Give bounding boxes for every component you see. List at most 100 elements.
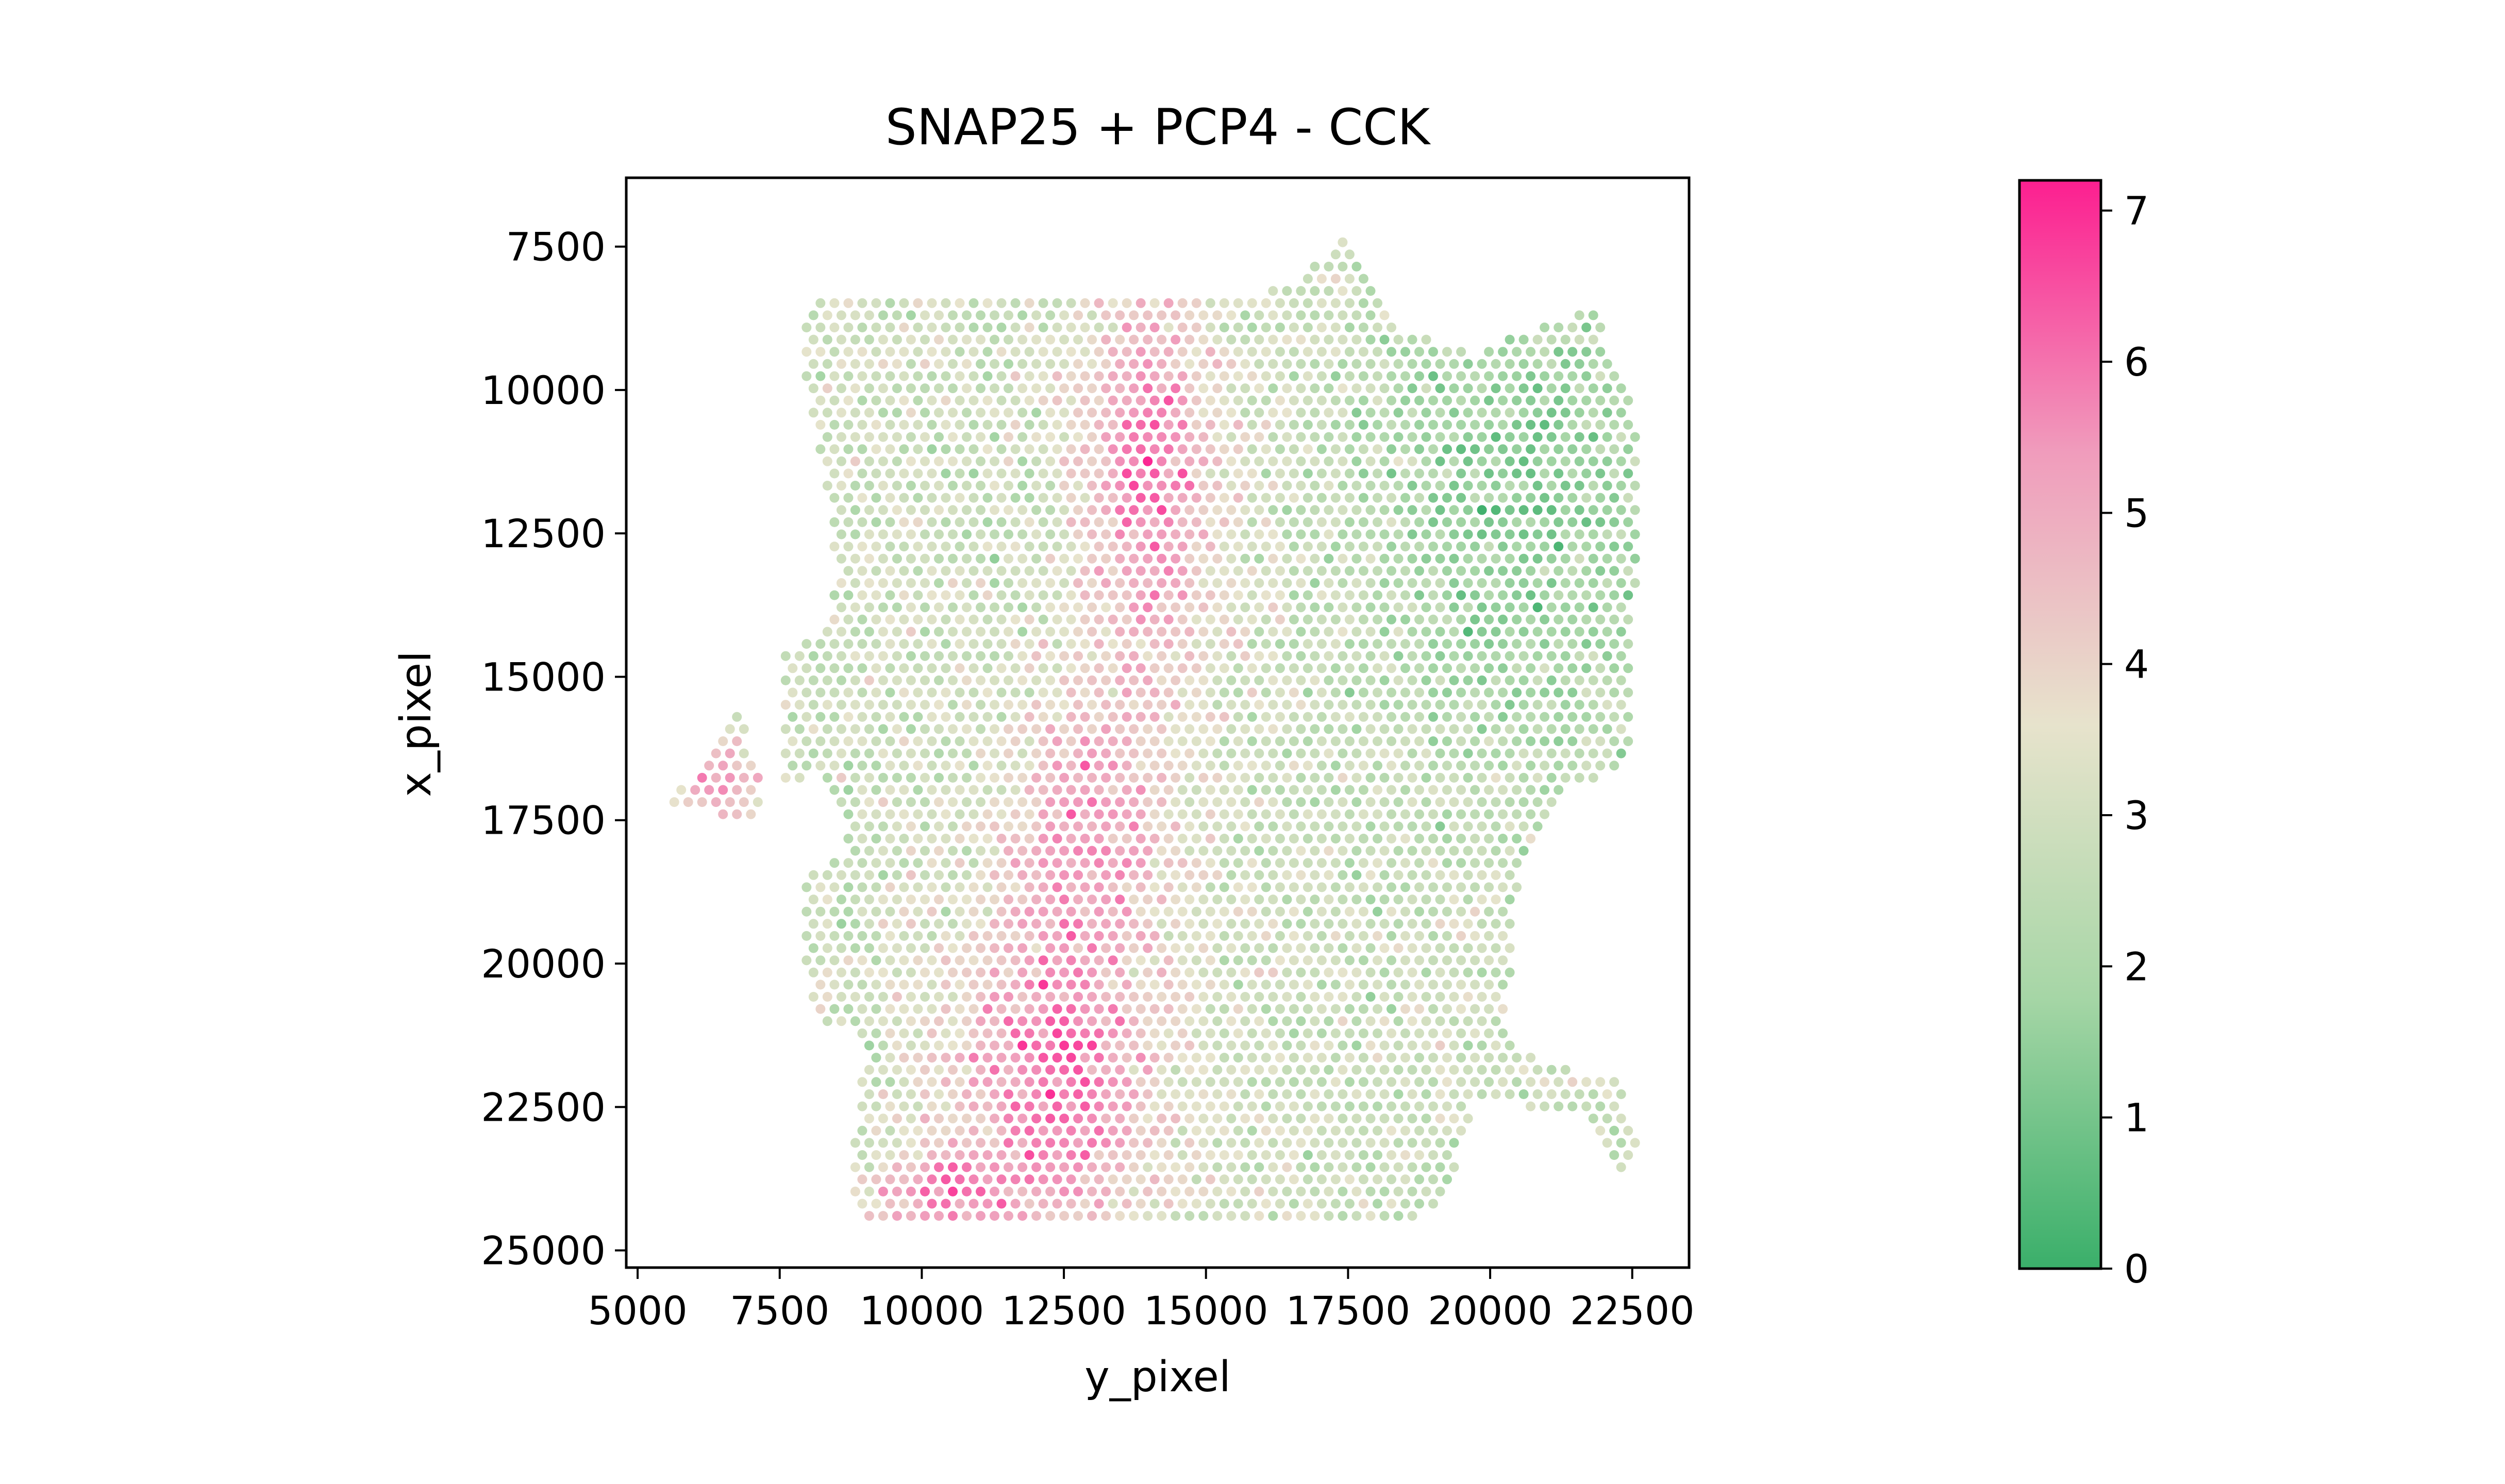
spot — [1393, 1114, 1404, 1124]
spot — [1498, 566, 1508, 576]
spot — [1080, 395, 1090, 406]
spot — [836, 408, 846, 418]
spot — [1122, 614, 1132, 625]
spot — [1365, 602, 1376, 613]
spot — [1143, 846, 1153, 856]
spot — [1212, 895, 1223, 905]
spot — [1031, 359, 1042, 369]
spot — [1470, 1004, 1480, 1014]
spot — [982, 1174, 993, 1185]
spot — [1477, 846, 1487, 856]
spot — [968, 517, 979, 527]
spot — [1045, 821, 1056, 832]
spot — [1393, 1016, 1404, 1026]
spot — [815, 323, 826, 332]
spot — [1365, 1065, 1376, 1075]
spot — [1330, 419, 1341, 430]
spot — [1157, 602, 1167, 613]
spot — [1219, 736, 1229, 746]
spot — [1365, 505, 1376, 515]
spot — [850, 943, 860, 953]
spot — [1449, 383, 1459, 394]
spot — [1066, 444, 1076, 454]
spot — [1275, 687, 1285, 698]
spot — [1546, 627, 1557, 637]
spot — [948, 578, 958, 588]
spot — [1330, 590, 1341, 600]
spot — [1149, 493, 1160, 503]
spot — [1365, 724, 1376, 734]
spot — [850, 748, 860, 758]
spot — [1365, 992, 1376, 1002]
spot — [1435, 481, 1445, 491]
spot — [968, 566, 979, 576]
spot — [1080, 517, 1090, 527]
spot — [996, 955, 1007, 966]
spot — [1122, 419, 1132, 430]
spot — [1149, 809, 1160, 819]
spot — [1387, 1077, 1396, 1087]
spot — [1602, 700, 1612, 710]
spot — [1414, 1125, 1424, 1136]
spot — [962, 1211, 972, 1221]
spot — [996, 347, 1007, 357]
spot — [1330, 1028, 1341, 1038]
spot — [829, 590, 840, 600]
spot — [871, 1101, 881, 1111]
spot — [1017, 334, 1028, 345]
spot — [1588, 578, 1598, 588]
spot — [1094, 1125, 1104, 1136]
spot — [1024, 566, 1034, 576]
spot — [1268, 1016, 1278, 1026]
spot — [1282, 772, 1292, 783]
spot — [1080, 371, 1090, 381]
spot — [1302, 542, 1313, 552]
spot — [1435, 724, 1445, 734]
spot — [1470, 1077, 1480, 1087]
spot — [1122, 1199, 1132, 1209]
spot — [1463, 870, 1473, 880]
spot — [927, 1174, 937, 1185]
spot — [1066, 1150, 1076, 1160]
spot — [850, 1016, 860, 1026]
spot — [1212, 797, 1223, 807]
spot — [1330, 1125, 1341, 1136]
spot — [962, 700, 972, 710]
spot — [976, 675, 986, 685]
spot — [996, 834, 1007, 844]
spot — [955, 1150, 965, 1160]
spot — [1358, 639, 1368, 649]
spot — [1205, 468, 1215, 479]
spot — [1540, 761, 1550, 771]
spot — [1024, 858, 1034, 868]
spot — [1073, 505, 1083, 515]
spot — [1449, 481, 1459, 491]
spot — [1024, 931, 1034, 941]
spot — [1518, 651, 1529, 661]
spot — [1595, 517, 1606, 527]
spot — [899, 663, 909, 673]
spot — [1616, 505, 1626, 515]
spot — [1387, 1125, 1396, 1136]
spot — [1073, 870, 1083, 880]
spot — [1567, 590, 1578, 600]
spot — [1609, 1125, 1619, 1136]
spot — [1498, 1028, 1508, 1038]
spot — [1017, 553, 1028, 564]
spot — [1540, 1077, 1550, 1087]
spot — [1540, 347, 1550, 357]
spot — [1324, 456, 1334, 466]
spot — [892, 1114, 902, 1124]
spot — [1456, 931, 1466, 941]
spot — [1191, 834, 1201, 844]
spot — [1073, 602, 1083, 613]
spot — [1351, 1211, 1362, 1221]
spot — [1546, 456, 1557, 466]
spot — [1031, 578, 1042, 588]
spot — [1177, 371, 1188, 381]
spot — [1045, 870, 1056, 880]
spot — [1567, 395, 1578, 406]
spot — [1129, 895, 1139, 905]
spot — [892, 821, 902, 832]
spot — [1143, 1186, 1153, 1196]
